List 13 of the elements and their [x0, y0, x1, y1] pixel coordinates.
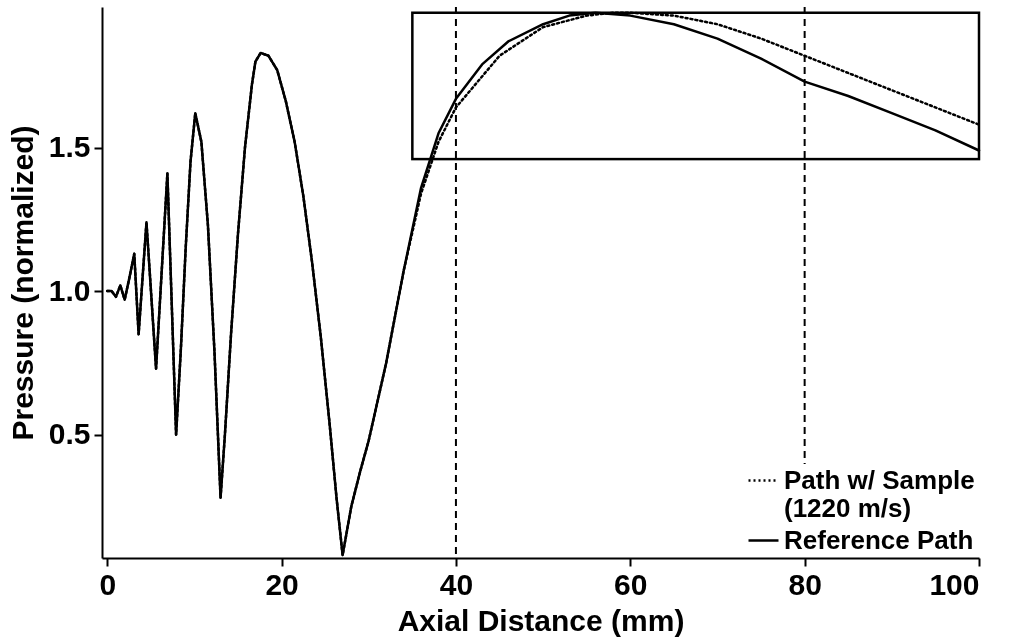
legend-label: Path w/ Sample (1220 m/s): [784, 464, 975, 523]
legend-label: Reference Path: [784, 524, 974, 555]
x-tick-label: 40: [439, 567, 474, 601]
x-tick-label: 20: [265, 567, 299, 601]
y-tick-label: 0.5: [48, 417, 91, 451]
y-axis-title: Pressure (normalized): [5, 125, 39, 441]
x-tick-label: 100: [929, 567, 980, 601]
x-axis-title: Axial Distance (mm): [397, 603, 685, 637]
y-tick-label: 1.0: [48, 273, 91, 307]
x-tick-label: 0: [99, 567, 117, 601]
x-tick-label: 80: [788, 567, 822, 601]
x-tick-label: 60: [614, 567, 648, 601]
y-tick-label: 1.5: [48, 130, 91, 164]
